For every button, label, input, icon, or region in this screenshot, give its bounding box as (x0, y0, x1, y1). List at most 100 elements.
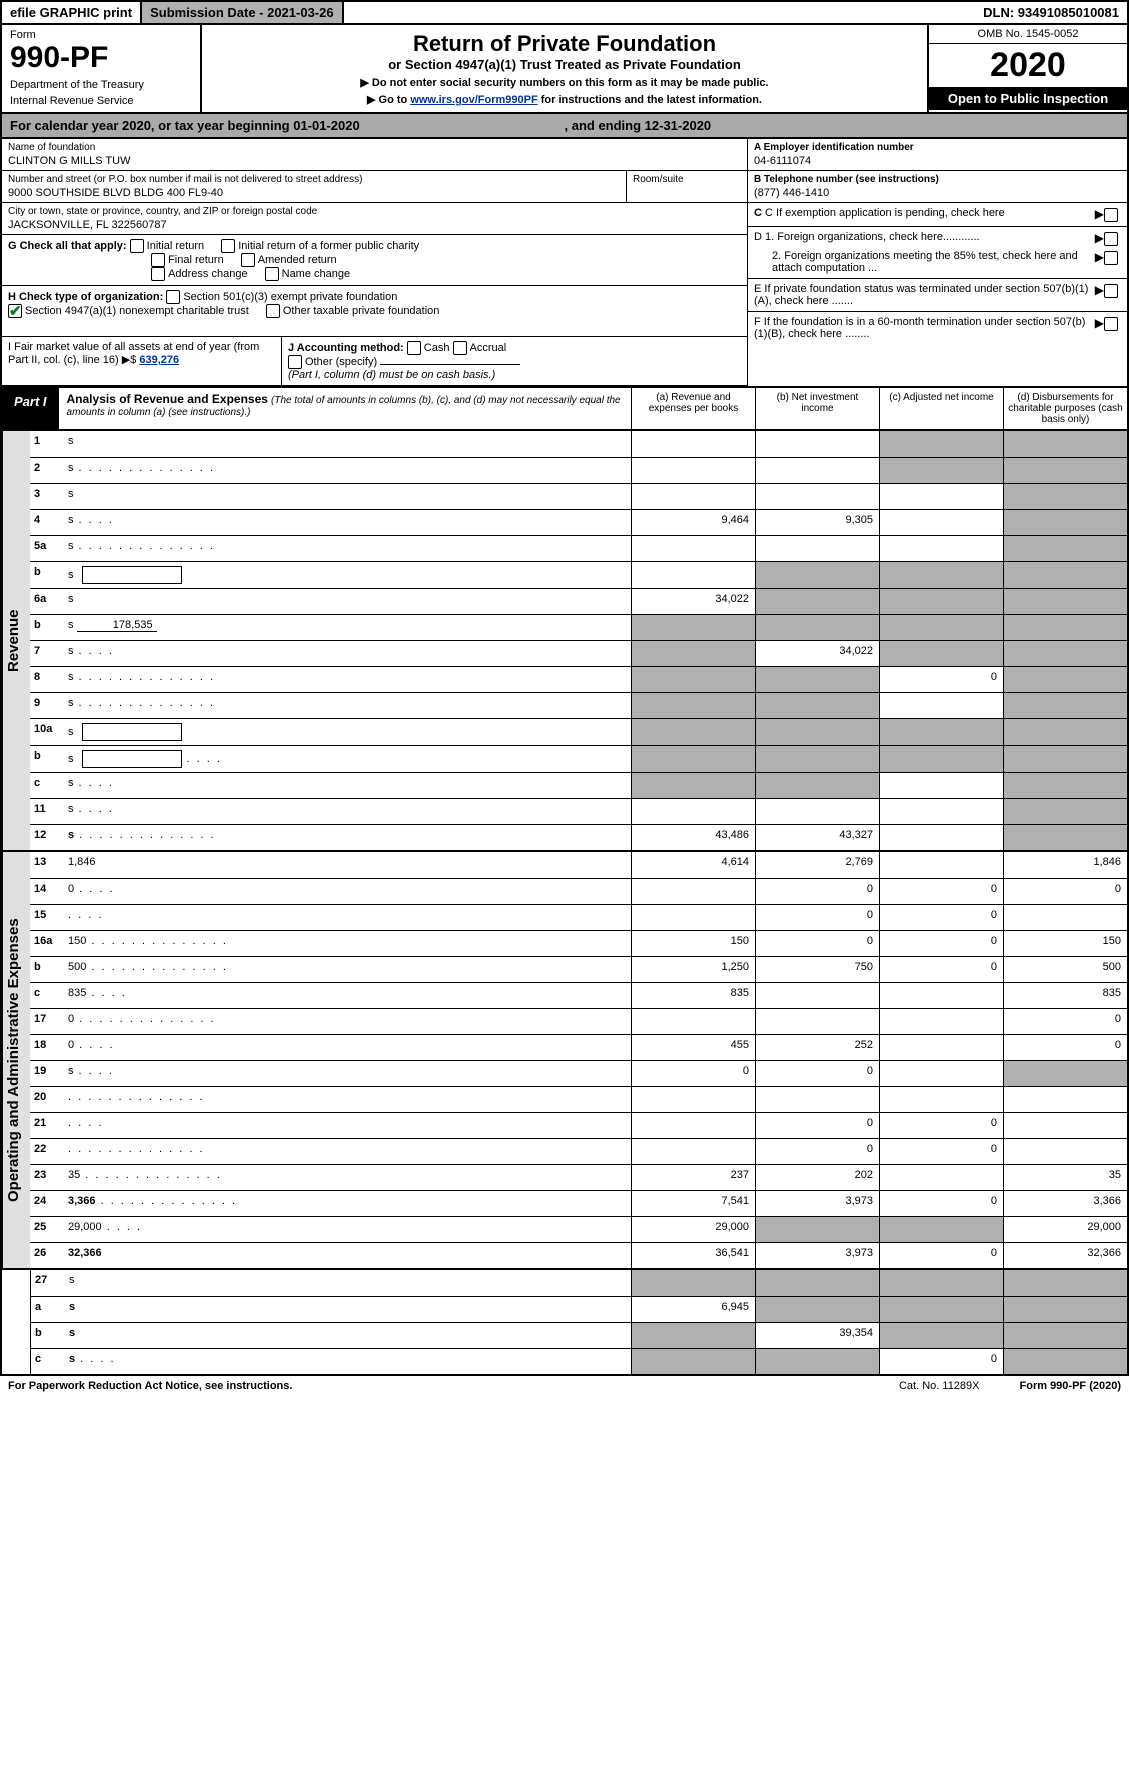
cell-b (755, 1009, 879, 1034)
other-taxable-checkbox[interactable] (266, 304, 280, 318)
table-row: 4s9,4649,305 (30, 509, 1127, 535)
cell-b (755, 484, 879, 509)
c-checkbox[interactable] (1104, 208, 1118, 222)
irs-label: Internal Revenue Service (10, 95, 192, 107)
table-row: 10as (30, 718, 1127, 745)
line-number: 15 (30, 905, 62, 930)
line-number: 14 (30, 879, 62, 904)
line-number: 7 (30, 641, 62, 666)
table-row: 8s0 (30, 666, 1127, 692)
cell-a (631, 1270, 755, 1296)
cell-d (1003, 431, 1127, 457)
table-row: 1500 (30, 904, 1127, 930)
cell-a (631, 773, 755, 798)
efile-label: efile GRAPHIC print (2, 2, 142, 23)
cell-c (879, 562, 1003, 588)
table-row: 9s (30, 692, 1127, 718)
cell-b: 3,973 (755, 1243, 879, 1268)
cell-c (879, 719, 1003, 745)
cell-d: 1,846 (1003, 852, 1127, 878)
line-description (62, 905, 631, 930)
line-number: b (30, 957, 62, 982)
address-change-checkbox[interactable] (151, 267, 165, 281)
table-row: 11s (30, 798, 1127, 824)
final-return-checkbox[interactable] (151, 253, 165, 267)
line-number: 4 (30, 510, 62, 535)
cell-d (1003, 693, 1127, 718)
cell-a (631, 1087, 755, 1112)
cell-c (879, 615, 1003, 640)
line-number: 9 (30, 693, 62, 718)
phone-label: B Telephone number (see instructions) (754, 174, 1121, 185)
accrual-checkbox[interactable] (453, 341, 467, 355)
line-number: 19 (30, 1061, 62, 1086)
h-check-row: H Check type of organization: Section 50… (2, 286, 747, 336)
table-row: 5as (30, 535, 1127, 561)
other-method-checkbox[interactable] (288, 355, 302, 369)
cell-d (1003, 799, 1127, 824)
form-header: Form 990-PF Department of the Treasury I… (0, 25, 1129, 114)
line-number: b (30, 615, 62, 640)
cell-c (879, 1087, 1003, 1112)
table-row: c835835835 (30, 982, 1127, 1008)
table-row: 1700 (30, 1008, 1127, 1034)
cell-d (1003, 746, 1127, 772)
cell-b (755, 589, 879, 614)
line-number: 17 (30, 1009, 62, 1034)
table-row: 131,8464,6142,7691,846 (30, 852, 1127, 878)
d2-checkbox[interactable] (1104, 251, 1118, 265)
line-number: 13 (30, 852, 62, 878)
line-description (62, 1113, 631, 1138)
line-description: s (62, 1061, 631, 1086)
cell-c: 0 (879, 957, 1003, 982)
cell-d (1003, 536, 1127, 561)
identification-block: Name of foundation CLINTON G MILLS TUW N… (0, 139, 1129, 388)
accounting-method-label: J Accounting method: (288, 342, 404, 354)
cell-b: 3,973 (755, 1191, 879, 1216)
line-description: s (62, 799, 631, 824)
table-row: bs (30, 745, 1127, 772)
cell-c (879, 1165, 1003, 1190)
table-row: 16a15015000150 (30, 930, 1127, 956)
cell-a: 9,464 (631, 510, 755, 535)
amended-return-checkbox[interactable] (241, 253, 255, 267)
part1-label: Part I (2, 388, 59, 429)
cell-b: 2,769 (755, 852, 879, 878)
cell-a (631, 1113, 755, 1138)
initial-return-checkbox[interactable] (130, 239, 144, 253)
501c3-checkbox[interactable] (166, 290, 180, 304)
part1-title: Analysis of Revenue and Expenses (67, 392, 268, 406)
line-description: s (62, 746, 631, 772)
col-c-header: (c) Adjusted net income (879, 388, 1003, 429)
cell-a (631, 1139, 755, 1164)
d1-checkbox[interactable] (1104, 232, 1118, 246)
cell-d (1003, 825, 1127, 850)
irs-link[interactable]: www.irs.gov/Form990PF (410, 94, 537, 106)
tax-year: 2020 (929, 44, 1127, 87)
foundation-name-label: Name of foundation (8, 142, 741, 153)
cell-c: 0 (879, 879, 1003, 904)
line-description: s (62, 773, 631, 798)
e-checkbox[interactable] (1104, 284, 1118, 298)
cell-c: 0 (879, 1113, 1003, 1138)
table-row: 1s (30, 431, 1127, 457)
cell-a (631, 1349, 755, 1374)
footer: For Paperwork Reduction Act Notice, see … (0, 1376, 1129, 1396)
name-change-checkbox[interactable] (265, 267, 279, 281)
table-row: 243,3667,5413,97303,366 (30, 1190, 1127, 1216)
4947-checkbox[interactable] (8, 304, 22, 318)
table-row: bs (30, 561, 1127, 588)
cell-d (1003, 1270, 1127, 1296)
cell-c: 0 (879, 1191, 1003, 1216)
line-number: 27 (31, 1270, 63, 1296)
expenses-side-label: Operating and Administrative Expenses (2, 852, 30, 1268)
f-label: F If the foundation is in a 60-month ter… (754, 316, 1095, 340)
cell-d (1003, 589, 1127, 614)
line-number: 21 (30, 1113, 62, 1138)
cash-checkbox[interactable] (407, 341, 421, 355)
cell-c (879, 1297, 1003, 1322)
line-number: 24 (30, 1191, 62, 1216)
ssn-note: ▶ Do not enter social security numbers o… (208, 76, 921, 89)
initial-former-checkbox[interactable] (221, 239, 235, 253)
f-checkbox[interactable] (1104, 317, 1118, 331)
